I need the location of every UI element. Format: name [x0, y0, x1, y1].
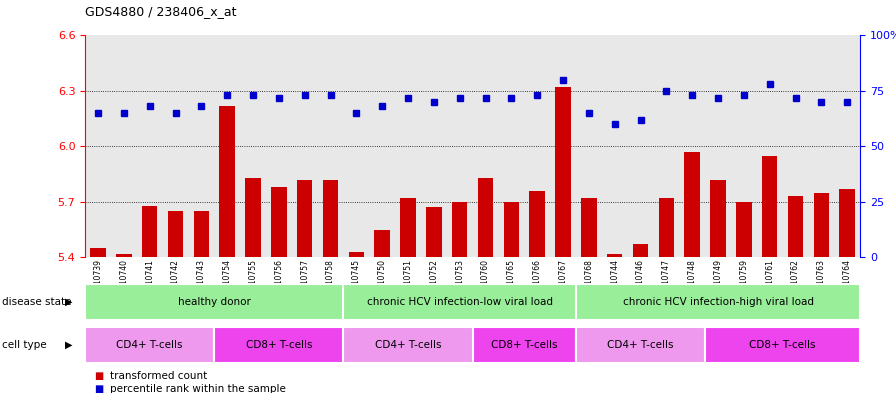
Bar	[168, 211, 184, 257]
Bar	[343, 284, 576, 320]
Bar	[401, 198, 416, 257]
Bar	[297, 180, 313, 257]
Bar	[582, 198, 597, 257]
Bar	[659, 198, 674, 257]
Bar	[711, 180, 726, 257]
Text: CD4+ T-cells: CD4+ T-cells	[116, 340, 183, 350]
Bar	[90, 248, 106, 257]
Bar	[607, 254, 623, 257]
Bar	[323, 180, 339, 257]
Text: CD8+ T-cells: CD8+ T-cells	[749, 340, 816, 350]
Bar	[762, 156, 778, 257]
Text: chronic HCV infection-low viral load: chronic HCV infection-low viral load	[366, 297, 553, 307]
Bar	[349, 252, 364, 257]
Bar	[142, 206, 158, 257]
Bar	[473, 327, 576, 363]
Bar	[576, 327, 705, 363]
Bar	[504, 202, 519, 257]
Bar	[556, 87, 571, 257]
Bar	[705, 327, 860, 363]
Bar	[85, 327, 214, 363]
Bar	[116, 254, 132, 257]
Bar	[530, 191, 545, 257]
Bar	[426, 208, 442, 257]
Bar	[576, 284, 860, 320]
Text: CD8+ T-cells: CD8+ T-cells	[246, 340, 312, 350]
Text: transformed count: transformed count	[110, 371, 208, 382]
Text: ▶: ▶	[65, 340, 72, 350]
Bar	[85, 284, 343, 320]
Bar	[814, 193, 829, 257]
Bar	[343, 327, 473, 363]
Bar	[452, 202, 468, 257]
Text: percentile rank within the sample: percentile rank within the sample	[110, 384, 286, 393]
Bar	[271, 187, 287, 257]
Bar	[214, 327, 343, 363]
Bar	[194, 211, 209, 257]
Bar	[220, 106, 235, 257]
Bar	[840, 189, 855, 257]
Bar	[788, 196, 804, 257]
Text: GDS4880 / 238406_x_at: GDS4880 / 238406_x_at	[85, 5, 237, 18]
Text: CD8+ T-cells: CD8+ T-cells	[491, 340, 557, 350]
Text: disease state: disease state	[2, 297, 72, 307]
Text: chronic HCV infection-high viral load: chronic HCV infection-high viral load	[623, 297, 814, 307]
Text: ▶: ▶	[65, 297, 72, 307]
Text: ■: ■	[94, 371, 103, 382]
Text: cell type: cell type	[2, 340, 47, 350]
Bar	[633, 244, 649, 257]
Text: CD4+ T-cells: CD4+ T-cells	[375, 340, 442, 350]
Bar	[737, 202, 752, 257]
Bar	[478, 178, 494, 257]
Bar	[375, 230, 390, 257]
Bar	[246, 178, 261, 257]
Text: ■: ■	[94, 384, 103, 393]
Text: healthy donor: healthy donor	[177, 297, 251, 307]
Text: CD4+ T-cells: CD4+ T-cells	[607, 340, 674, 350]
Bar	[685, 152, 700, 257]
